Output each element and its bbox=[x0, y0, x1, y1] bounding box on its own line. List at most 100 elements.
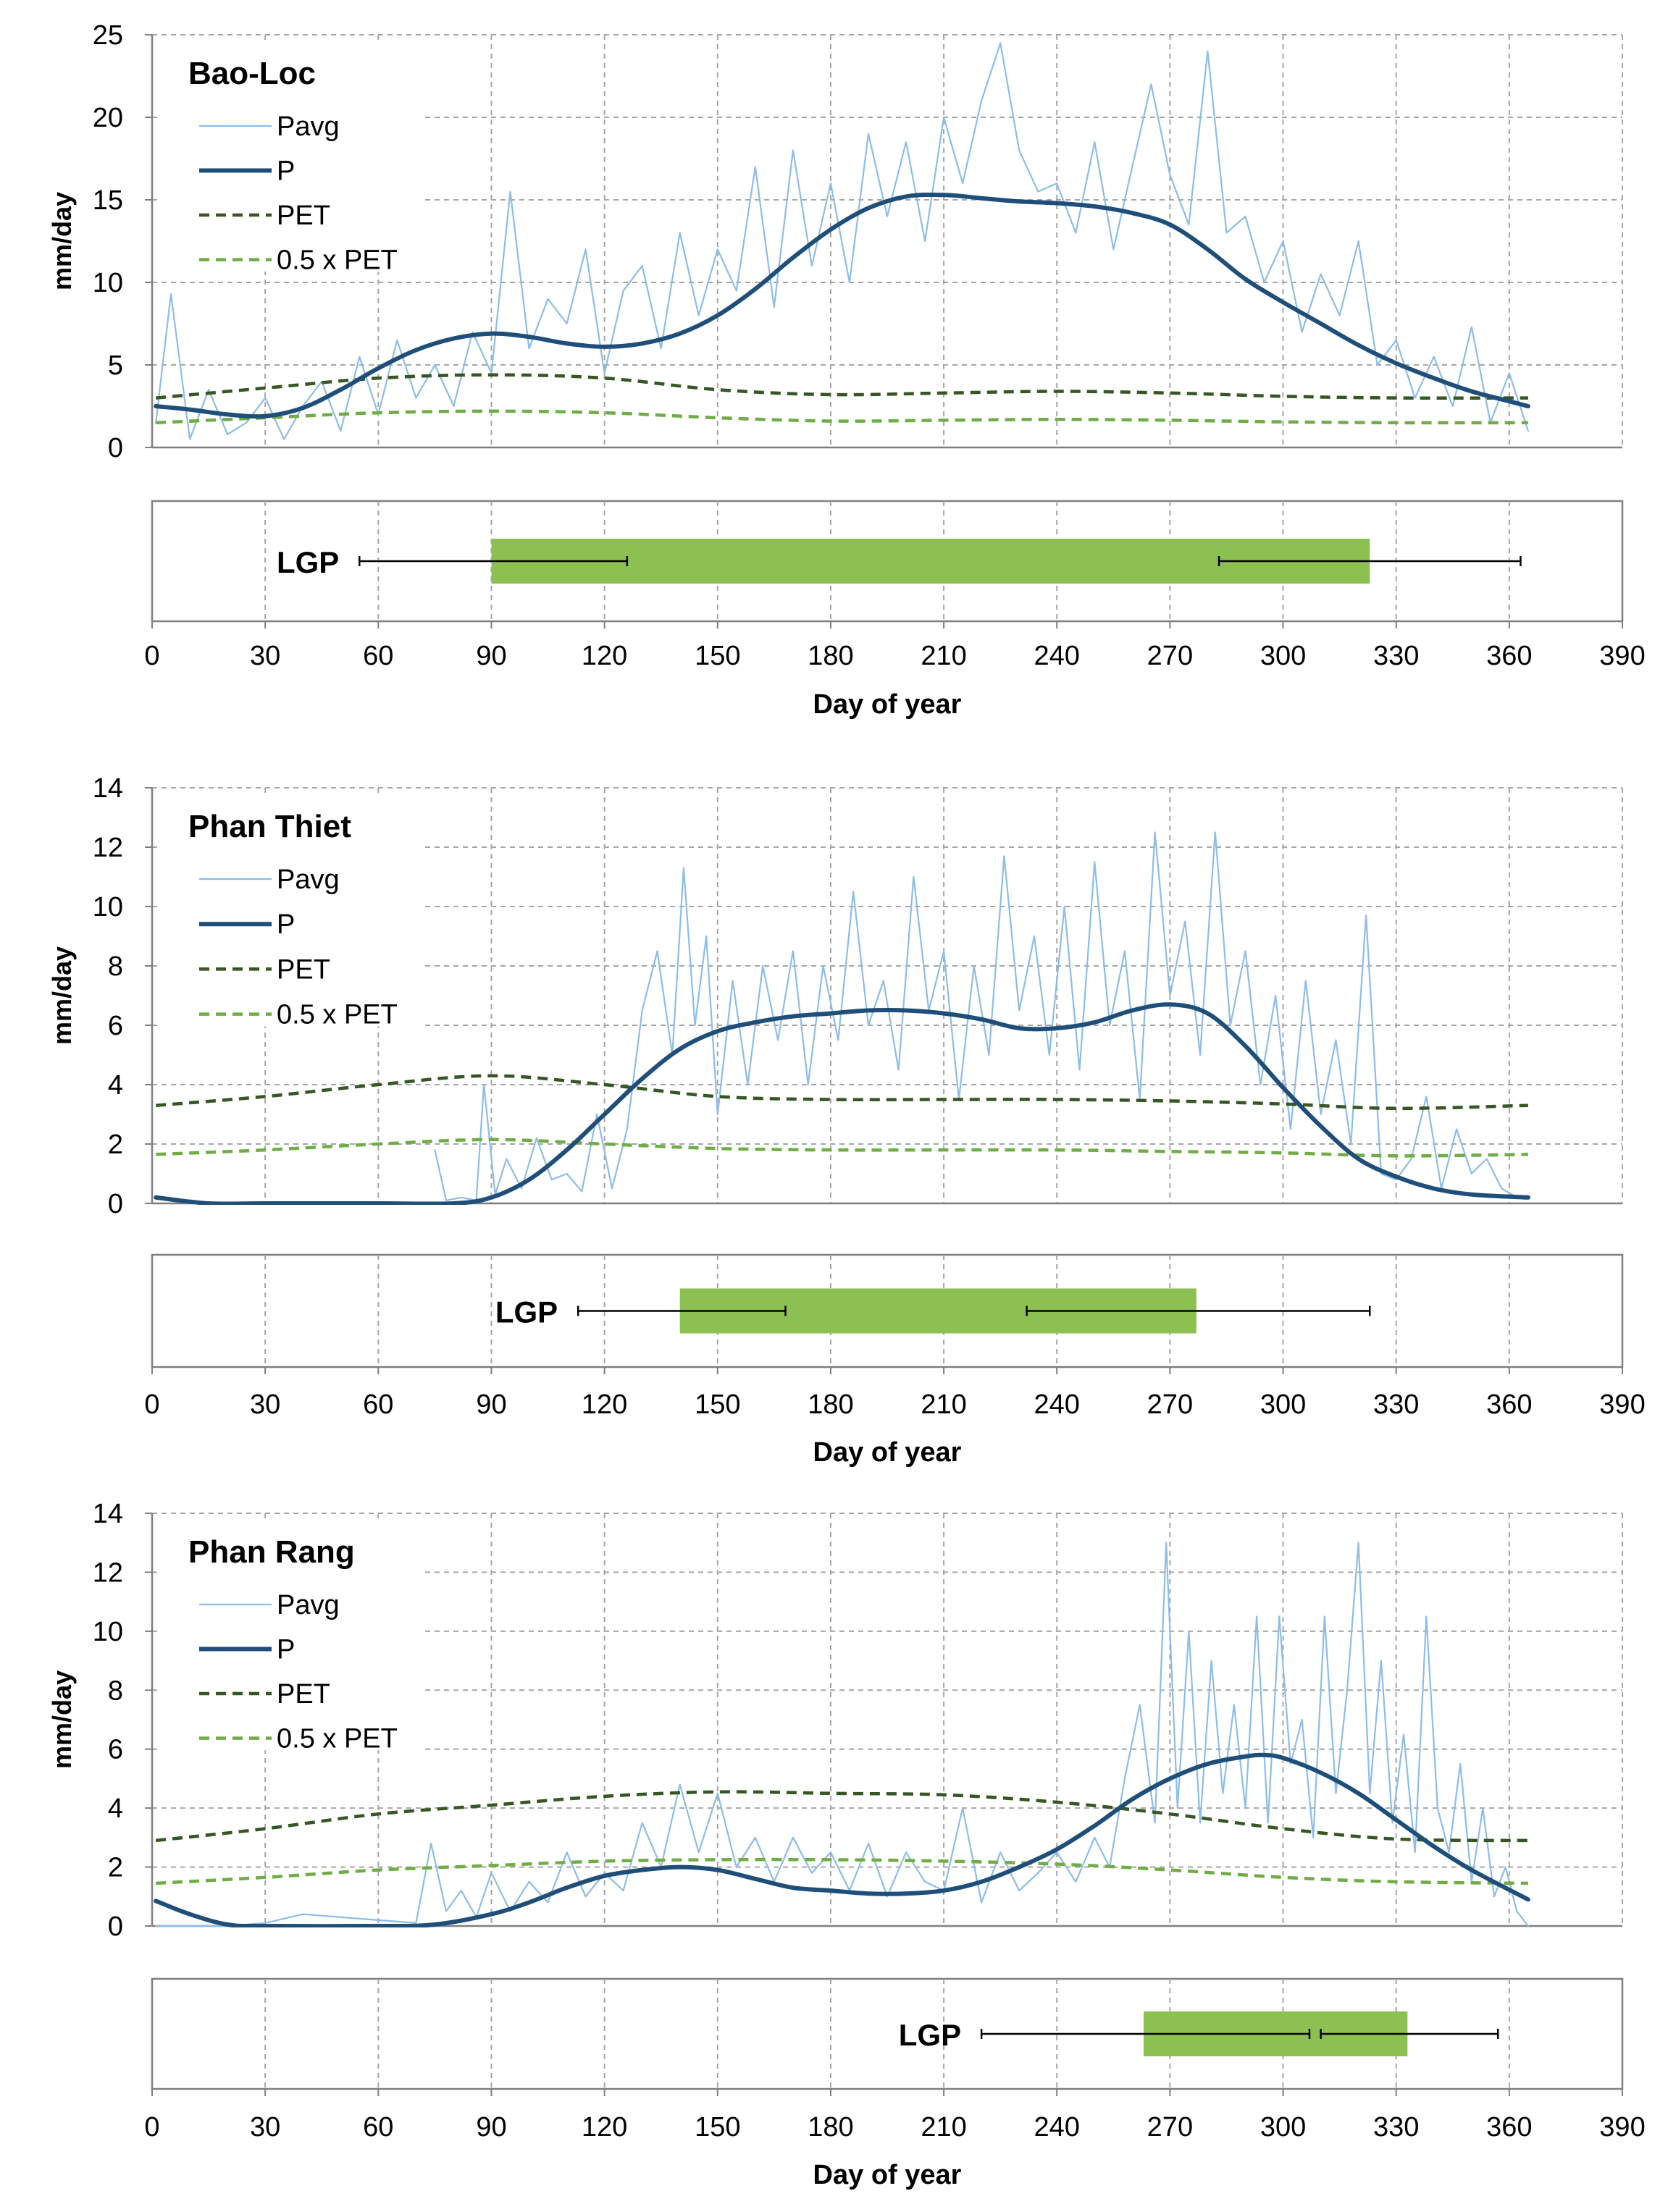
x-tick-label: 240 bbox=[1034, 1389, 1080, 1420]
series-group bbox=[154, 42, 1530, 440]
legend-label: P bbox=[277, 1635, 295, 1665]
legend: Bao-Loc Pavg P PET 0.5 x PET bbox=[161, 41, 422, 276]
x-tick-label: 390 bbox=[1599, 2112, 1645, 2142]
x-tick-label: 90 bbox=[476, 2112, 506, 2142]
lgp-frame bbox=[151, 500, 1624, 623]
x-axis-title: Day of year bbox=[813, 2160, 962, 2190]
series-line-pavg bbox=[155, 1542, 1529, 1927]
panel-1: 0 5 10 15 20 25 mm/day Bao-Loc Pavg P PET 0.5 x PET… bbox=[47, 20, 1646, 720]
y-tick-label: 6 bbox=[108, 1011, 123, 1041]
series-line-p bbox=[154, 1002, 1530, 1205]
x-tick-label: 120 bbox=[582, 2112, 627, 2142]
y-tick-label: 4 bbox=[108, 1793, 123, 1824]
x-tick-label: 0 bbox=[144, 1389, 159, 1420]
series-line-0-5-x-pet bbox=[156, 1857, 1528, 1885]
series-group bbox=[154, 1542, 1530, 1927]
x-tick-label: 30 bbox=[250, 641, 280, 671]
y-axis-title: mm/day bbox=[47, 1670, 77, 1769]
x-tick-label: 240 bbox=[1034, 2112, 1080, 2142]
y-tick-label: 10 bbox=[93, 268, 123, 298]
x-tick-label: 330 bbox=[1373, 641, 1419, 671]
y-tick-label: 8 bbox=[108, 1675, 123, 1706]
legend-label: Pavg bbox=[277, 865, 340, 895]
x-tick-label: 360 bbox=[1486, 641, 1532, 671]
x-tick-label: 180 bbox=[808, 2112, 853, 2142]
y-tick-label: 0 bbox=[108, 1189, 123, 1219]
x-tick-label: 270 bbox=[1147, 1389, 1193, 1420]
lgp-label: LGP bbox=[899, 2018, 961, 2052]
panel-3: 0 2 4 6 8 10 12 14 mm/day Phan Rang Pavg P PET 0.5 x … bbox=[47, 1499, 1646, 2190]
x-tick-label: 210 bbox=[921, 1389, 966, 1420]
series-line-p bbox=[154, 192, 1530, 419]
y-tick-label: 12 bbox=[93, 833, 123, 863]
panel-title: Phan Thiet bbox=[188, 809, 351, 844]
y-tick-label: 2 bbox=[108, 1130, 123, 1160]
y-tick-label: 12 bbox=[93, 1557, 123, 1588]
x-tick-label: 30 bbox=[250, 1389, 280, 1420]
x-tick-label: 60 bbox=[363, 1389, 393, 1420]
legend-background bbox=[161, 41, 422, 272]
y-tick-label: 8 bbox=[108, 951, 123, 982]
series-line-0-5-x-pet bbox=[156, 409, 1528, 425]
x-tick-label: 210 bbox=[921, 641, 966, 671]
x-tick-label: 60 bbox=[363, 641, 393, 671]
x-axis-title: Day of year bbox=[813, 1437, 962, 1468]
y-tick-label: 15 bbox=[93, 185, 123, 216]
legend-label: P bbox=[277, 909, 295, 940]
x-tick-label: 60 bbox=[363, 2112, 393, 2142]
legend-label: P bbox=[277, 156, 295, 187]
legend-label: PET bbox=[277, 954, 330, 985]
lgp-label: LGP bbox=[495, 1295, 558, 1329]
x-tick-label: 390 bbox=[1599, 641, 1645, 671]
series-line-pet bbox=[156, 1074, 1528, 1111]
panel-2: 0 2 4 6 8 10 12 14 mm/day Phan Thiet Pavg P PET 0.5 x… bbox=[47, 773, 1646, 1468]
lgp-label: LGP bbox=[277, 545, 339, 579]
legend-label: PET bbox=[277, 201, 330, 231]
x-tick-label: 0 bbox=[144, 2112, 159, 2142]
legend-background bbox=[161, 794, 422, 1027]
x-tick-label: 120 bbox=[582, 641, 627, 671]
series-line-pavg bbox=[155, 42, 1529, 440]
panel-title: Phan Rang bbox=[188, 1534, 355, 1570]
x-tick-label: 90 bbox=[476, 641, 506, 671]
y-tick-label: 5 bbox=[108, 350, 123, 381]
x-tick-label: 150 bbox=[695, 2112, 740, 2142]
x-tick-label: 120 bbox=[582, 1389, 627, 1420]
y-tick-label: 0 bbox=[108, 433, 123, 463]
legend: Phan Thiet Pavg P PET 0.5 x PET bbox=[161, 794, 422, 1030]
x-axis-title: Day of year bbox=[813, 689, 962, 720]
y-tick-label: 0 bbox=[108, 1912, 123, 1942]
y-tick-label: 14 bbox=[93, 773, 123, 804]
x-tick-label: 360 bbox=[1486, 1389, 1532, 1420]
legend-label: 0.5 x PET bbox=[277, 1000, 398, 1030]
x-tick-label: 240 bbox=[1034, 641, 1080, 671]
legend-label: 0.5 x PET bbox=[277, 245, 398, 276]
legend-label: PET bbox=[277, 1679, 330, 1710]
y-tick-label: 25 bbox=[93, 20, 123, 51]
x-tick-label: 360 bbox=[1486, 2112, 1532, 2142]
panel-title: Bao-Loc bbox=[188, 56, 316, 91]
x-tick-label: 330 bbox=[1373, 2112, 1419, 2142]
y-tick-label: 10 bbox=[93, 892, 123, 922]
x-tick-label: 390 bbox=[1599, 1389, 1645, 1420]
series-line-pet bbox=[155, 373, 1528, 400]
x-tick-label: 270 bbox=[1147, 641, 1193, 671]
series-group bbox=[154, 831, 1530, 1205]
y-tick-label: 2 bbox=[108, 1853, 123, 1883]
x-tick-label: 0 bbox=[144, 641, 159, 671]
legend-label: Pavg bbox=[277, 112, 340, 142]
series-line-0-5-x-pet bbox=[156, 1137, 1528, 1158]
lgp-frame bbox=[151, 1253, 1624, 1368]
y-tick-label: 14 bbox=[93, 1499, 123, 1529]
x-tick-label: 180 bbox=[808, 641, 853, 671]
x-tick-label: 300 bbox=[1260, 1389, 1306, 1420]
y-tick-label: 10 bbox=[93, 1617, 123, 1647]
legend: Phan Rang Pavg P PET 0.5 x PET bbox=[161, 1519, 422, 1754]
x-tick-label: 180 bbox=[808, 1389, 853, 1420]
x-tick-label: 150 bbox=[695, 1389, 740, 1420]
series-line-p bbox=[154, 1752, 1530, 1927]
legend-background bbox=[161, 1519, 422, 1751]
x-tick-label: 210 bbox=[921, 2112, 966, 2142]
